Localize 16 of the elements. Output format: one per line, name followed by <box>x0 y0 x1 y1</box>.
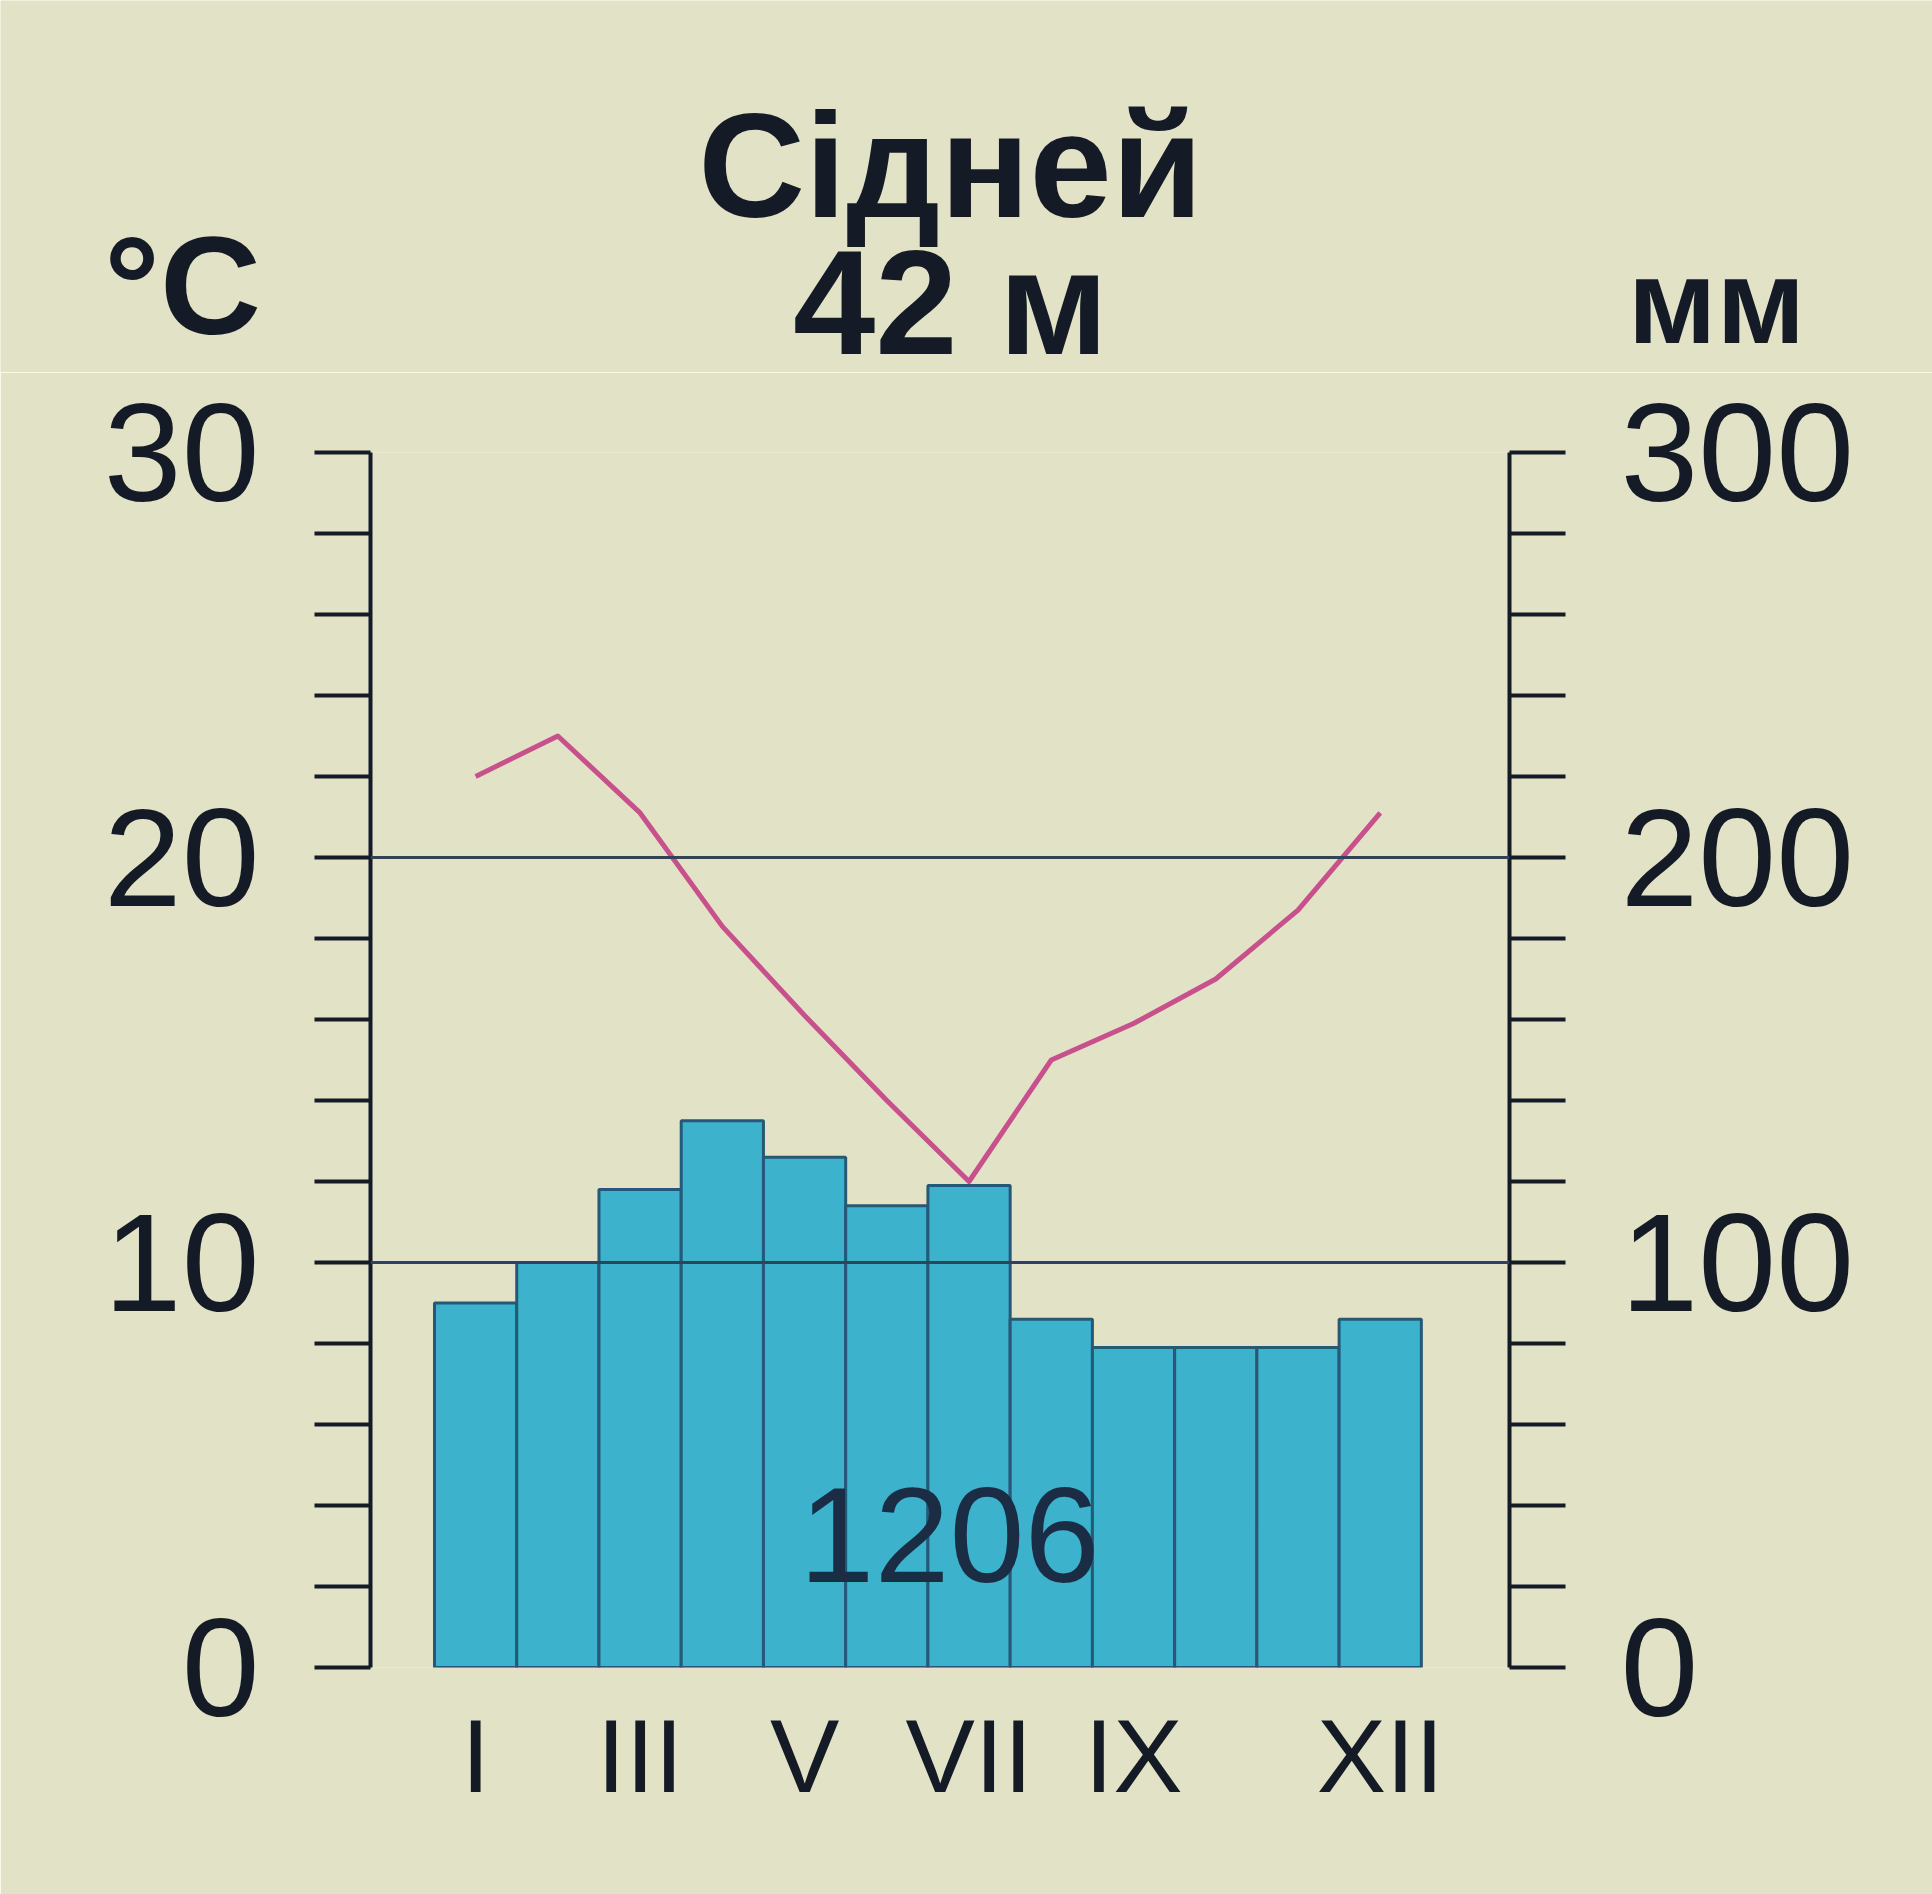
y-tick-label: 30 <box>103 373 260 531</box>
y2-tick-label: 100 <box>1620 1183 1855 1341</box>
y-tick-label: 20 <box>103 778 260 936</box>
x-tick-label: XII <box>1316 1697 1444 1814</box>
x-tick-label: I <box>461 1697 491 1814</box>
y-axis-title: °C <box>103 207 262 364</box>
y2-tick-label: 200 <box>1620 778 1855 936</box>
x-tick-label: V <box>769 1697 840 1814</box>
y2-tick-label: 300 <box>1620 373 1855 531</box>
x-tick-label: III <box>596 1697 684 1814</box>
y2-axis-title: мм <box>1627 233 1806 368</box>
y-tick-label: 0 <box>181 1588 260 1746</box>
x-tick-label: IX <box>1084 1697 1183 1814</box>
x-tick-label: VII <box>905 1697 1033 1814</box>
y-tick-label: 10 <box>103 1183 260 1341</box>
y2-tick-label: 0 <box>1620 1588 1699 1746</box>
